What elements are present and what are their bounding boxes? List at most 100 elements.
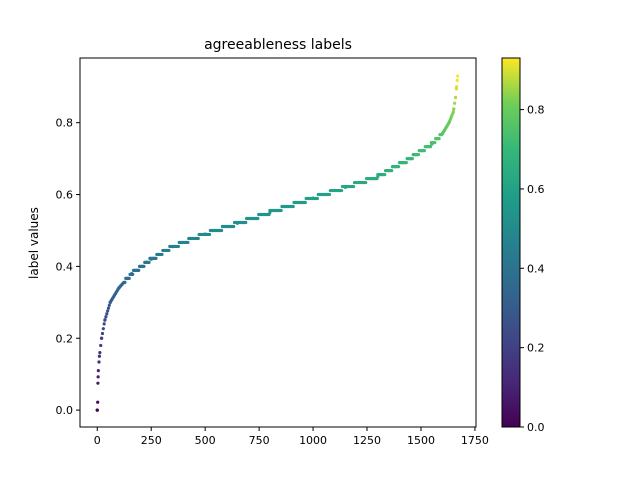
- colorbar: [501, 57, 521, 428]
- data-point: [137, 268, 141, 272]
- data-point: [149, 257, 153, 261]
- y-axis-label: label values: [27, 207, 41, 279]
- data-point: [456, 74, 460, 78]
- data-point: [176, 244, 181, 249]
- data-point: [383, 172, 387, 177]
- data-point: [101, 327, 105, 331]
- data-point: [171, 245, 175, 249]
- data-points: [95, 74, 460, 412]
- data-point: [167, 248, 171, 253]
- data-point: [203, 232, 207, 236]
- x-tick-label: 0: [94, 434, 101, 447]
- y-axis-ticks: 0.0 0.2 0.4 0.6 0.8: [56, 117, 80, 417]
- data-point: [106, 309, 110, 313]
- data-point: [186, 240, 190, 245]
- data-point: [390, 168, 394, 173]
- colorbar-tick-label: 0.4: [527, 262, 545, 275]
- x-tick-label: 1250: [353, 434, 381, 447]
- data-point: [396, 164, 401, 169]
- data-point: [130, 271, 134, 276]
- data-point: [105, 312, 109, 316]
- x-tick-label: 750: [249, 434, 270, 447]
- data-point: [452, 107, 456, 111]
- data-point: [315, 196, 319, 201]
- data-point: [96, 400, 100, 404]
- data-point: [117, 286, 121, 290]
- colorbar-tick-label: 0.0: [527, 421, 545, 434]
- data-point: [104, 315, 108, 319]
- data-point: [96, 375, 100, 379]
- data-point: [256, 216, 260, 221]
- x-tick-label: 500: [195, 434, 216, 447]
- data-point: [364, 180, 368, 185]
- data-point: [327, 192, 332, 197]
- x-tick-label: 1500: [407, 434, 435, 447]
- y-tick-label: 0.4: [56, 260, 74, 273]
- data-point: [100, 331, 105, 336]
- data-point: [196, 236, 200, 241]
- data-point: [142, 264, 146, 268]
- data-point: [352, 184, 356, 189]
- data-point: [108, 300, 112, 304]
- data-point: [453, 101, 457, 105]
- data-point: [106, 306, 111, 310]
- data-point: [160, 252, 164, 257]
- x-axis-ticks: 0 250 500 750 1000 1250 1500 1750: [94, 427, 489, 447]
- data-point: [219, 228, 224, 233]
- data-point: [123, 280, 127, 284]
- data-point: [451, 110, 455, 114]
- data-point: [99, 336, 104, 340]
- data-point: [244, 220, 248, 225]
- data-point: [154, 256, 158, 261]
- plot-frame: [79, 57, 477, 428]
- data-point: [303, 200, 307, 205]
- data-point: [102, 322, 106, 326]
- data-point: [408, 157, 412, 161]
- data-point: [428, 145, 433, 149]
- data-point: [127, 276, 131, 280]
- data-point: [95, 408, 99, 412]
- data-point: [343, 185, 348, 189]
- colorbar-tick-label: 0.2: [527, 342, 545, 355]
- data-point: [96, 381, 100, 385]
- data-point: [103, 318, 107, 322]
- data-point: [147, 260, 151, 265]
- chart-title: agreeableness labels: [204, 37, 352, 53]
- data-point: [447, 121, 451, 125]
- data-point: [98, 351, 102, 355]
- data-point: [235, 221, 240, 225]
- y-tick-label: 0.8: [56, 117, 74, 130]
- data-point: [96, 368, 100, 373]
- data-point: [97, 354, 102, 358]
- data-point: [376, 174, 380, 179]
- data-point: [422, 149, 427, 153]
- x-tick-label: 250: [141, 434, 162, 447]
- data-point: [99, 343, 103, 348]
- data-point: [339, 188, 344, 193]
- data-point: [291, 204, 295, 209]
- x-tick-label: 1000: [299, 434, 327, 447]
- data-point: [404, 160, 408, 165]
- y-tick-label: 0.0: [56, 404, 74, 417]
- data-point: [437, 137, 441, 141]
- y-tick-label: 0.2: [56, 332, 74, 345]
- x-tick-label: 1750: [461, 434, 489, 447]
- data-point: [279, 208, 283, 213]
- data-point: [232, 224, 236, 229]
- data-point: [453, 95, 458, 100]
- data-point: [416, 153, 420, 157]
- colorbar-tick-label: 0.8: [527, 104, 545, 117]
- data-point: [454, 85, 459, 89]
- data-point: [268, 210, 272, 215]
- data-point: [107, 303, 111, 307]
- data-point: [207, 232, 212, 237]
- data-point: [311, 196, 315, 200]
- data-point: [455, 78, 459, 82]
- data-point: [430, 142, 434, 146]
- colorbar-tick-label: 0.6: [527, 183, 545, 196]
- colorbar-ticks: 0.0 0.2 0.4 0.6 0.8: [520, 104, 545, 434]
- data-point: [440, 131, 445, 136]
- data-point: [97, 360, 101, 364]
